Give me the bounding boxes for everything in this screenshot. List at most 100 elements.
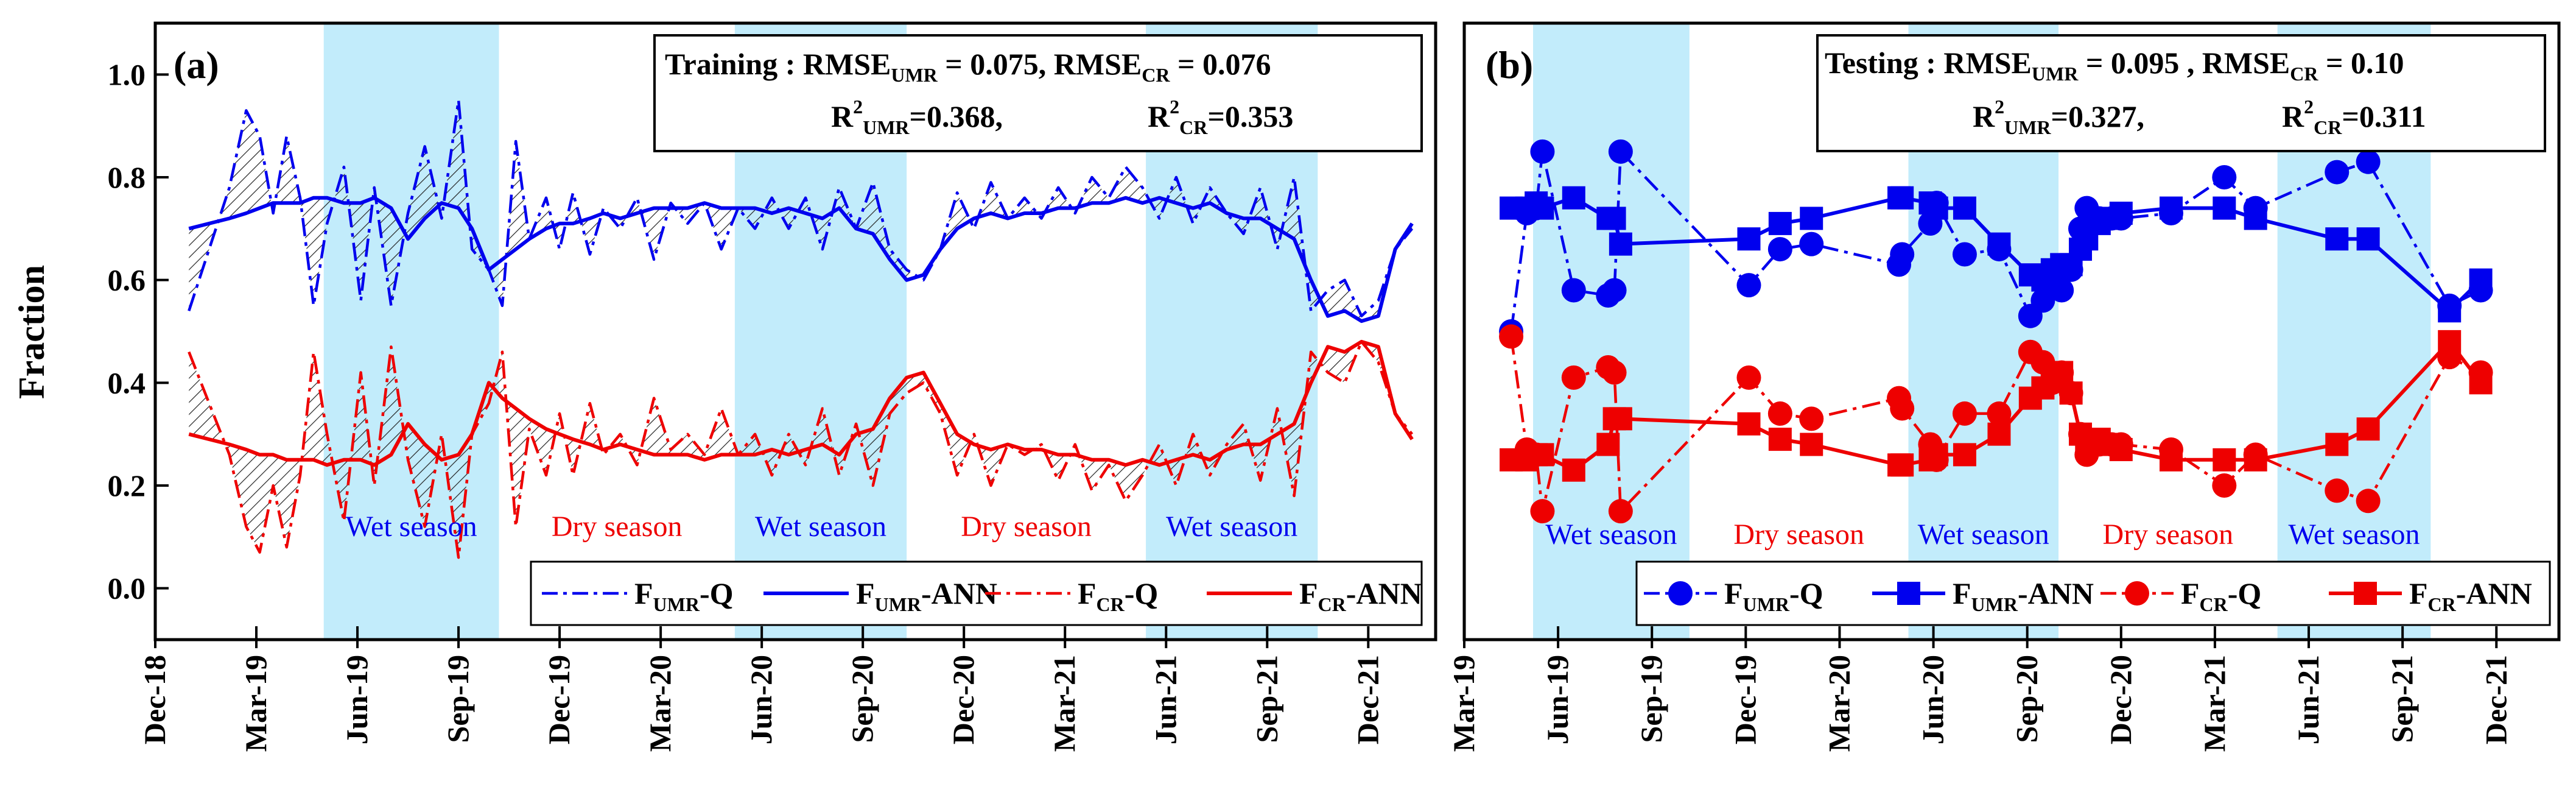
data-point-f-cr-ann xyxy=(1562,458,1585,482)
equals-sign: = xyxy=(2318,46,2351,80)
data-point-f-cr-ann xyxy=(2109,437,2133,461)
metrics-line-2b: R2CR=0.311 xyxy=(2282,96,2426,138)
data-point-f-umr-ann xyxy=(2244,207,2267,230)
panel-a-training: 0.0 0.2 0.4 0.6 0.8 1.0 Dec-18 Mar-19 Jun-19 Sep… xyxy=(108,21,1437,752)
data-point-f-umr-q xyxy=(1736,273,1761,298)
data-point-f-cr-q xyxy=(2212,473,2237,498)
data-point-f-cr-ann xyxy=(1737,412,1761,436)
data-point-f-cr-ann xyxy=(1890,453,1914,477)
legend-label-suffix: -ANN xyxy=(921,576,997,610)
data-point-f-cr-q xyxy=(1736,365,1761,390)
legend-label-main: F xyxy=(1078,576,1097,610)
data-point-f-cr-ann xyxy=(1596,433,1620,456)
data-point-f-cr-q xyxy=(1890,396,1915,421)
data-point-f-cr-q xyxy=(1987,401,2012,426)
data-point-f-umr-ann xyxy=(2325,227,2349,251)
data-point-f-umr-q xyxy=(1602,278,1627,303)
legend-label-f-umr-q: FUMR-Q xyxy=(1724,576,1823,615)
panel-label: (a) xyxy=(174,43,219,87)
r2-umr-value: 0.327 xyxy=(2068,99,2137,133)
r2-sub-cr: CR xyxy=(2314,116,2342,138)
data-point-f-cr-ann xyxy=(1953,443,1976,467)
data-point-f-cr-q xyxy=(1561,365,1586,390)
separator: , RMSE xyxy=(2179,46,2290,80)
data-point-f-umr-ann xyxy=(1768,211,1792,235)
legend-label-main: F xyxy=(2181,576,2200,610)
data-point-f-cr-ann xyxy=(1609,407,1632,431)
y-axis-label: Fraction xyxy=(12,265,52,399)
metrics-line-2b: R2CR=0.353 xyxy=(1148,96,1293,138)
data-point-f-umr-q xyxy=(1561,278,1586,303)
x-tick-label: Sep-20 xyxy=(845,655,879,743)
legend-label-f-umr-ann: FUMR-ANN xyxy=(856,576,997,615)
data-point-f-umr-ann xyxy=(1987,232,2011,256)
data-point-f-umr-ann xyxy=(1737,227,1761,251)
equals-sign: = xyxy=(2342,99,2359,133)
data-point-f-cr-ann xyxy=(2438,330,2462,353)
wet-season-label: Wet season xyxy=(346,510,477,543)
comma: , xyxy=(995,99,1003,133)
r2-cr-value: 0.311 xyxy=(2359,99,2426,133)
legend-label-subscript: CR xyxy=(1097,593,1125,615)
x-tick-label: Mar-20 xyxy=(1822,655,1856,752)
dry-season-label: Dry season xyxy=(1733,518,1864,551)
data-point-f-cr-q xyxy=(1499,324,1524,349)
rmse-umr-value: 0.095 xyxy=(2111,46,2180,80)
wet-season-band xyxy=(323,23,499,640)
data-point-f-cr-ann xyxy=(2356,417,2380,441)
data-point-f-umr-ann xyxy=(2213,196,2236,220)
data-point-f-umr-ann xyxy=(1925,196,1948,220)
y-axis-ticks: 0.0 0.2 0.4 0.6 0.8 1.0 xyxy=(108,57,169,606)
legend-label-f-cr-q: FCR-Q xyxy=(1078,576,1158,615)
metrics-line-1: Training : RMSEUMR = 0.075, RMSECR = 0.0… xyxy=(665,47,1271,86)
rmse-label: RMSE xyxy=(1943,46,2031,80)
dry-season-label: Dry season xyxy=(2103,518,2234,551)
x-tick-label: Sep-19 xyxy=(1634,655,1668,743)
x-tick-label: Jun-21 xyxy=(1148,655,1182,744)
data-point-f-cr-ann xyxy=(1800,433,1823,456)
legend-label-suffix: -Q xyxy=(1125,576,1159,610)
metrics-line-2: R2UMR=0.327, xyxy=(1973,96,2144,138)
x-tick-label: Mar-21 xyxy=(1047,655,1081,752)
legend-label-main: F xyxy=(634,576,653,610)
data-point-f-cr-q xyxy=(1530,499,1555,524)
r2-exp: 2 xyxy=(2304,96,2314,118)
data-point-f-umr-ann xyxy=(2159,196,2183,220)
data-point-f-cr-ann xyxy=(2059,381,2083,405)
legend-label-subscript: UMR xyxy=(653,593,700,615)
x-tick-label: Mar-20 xyxy=(643,655,677,752)
x-tick-label: Jun-20 xyxy=(744,655,778,744)
rmse-sub-umr: UMR xyxy=(2032,63,2079,85)
legend-label-subscript: CR xyxy=(1318,593,1347,615)
series-lines xyxy=(188,99,1414,559)
legend-label-suffix: -ANN xyxy=(2018,576,2094,610)
metrics-line-2: R2UMR=0.368, xyxy=(831,96,1003,138)
x-tick-label: Dec-21 xyxy=(1350,655,1385,744)
series-line-f-cr-q xyxy=(188,340,1414,559)
x-axis-ticks: Mar-19 Jun-19 Sep-19 Dec-19 Mar-20 Jun-20 Sep-… xyxy=(1447,626,2513,752)
data-point-f-umr-ann xyxy=(1562,186,1585,210)
separator: , RMSE xyxy=(1039,47,1142,81)
metrics-box: Testing : RMSEUMR = 0.095 , RMSECR = 0.1… xyxy=(1816,34,2546,152)
series-line-f-cr-ann xyxy=(188,339,1414,467)
legend-label-subscript: CR xyxy=(2200,593,2228,615)
legend-label-main: F xyxy=(2409,576,2428,610)
r2-label: R xyxy=(1973,99,1995,133)
x-tick-label: Jun-19 xyxy=(1540,655,1574,744)
plot-frame xyxy=(1462,21,2561,641)
series-markers xyxy=(1499,139,2493,524)
data-point-f-umr-ann xyxy=(2356,227,2380,251)
r2-umr-value: 0.368 xyxy=(927,99,995,133)
data-point-f-umr-ann xyxy=(2109,202,2133,225)
data-point-f-cr-ann xyxy=(1531,443,1554,467)
x-tick-label: Mar-19 xyxy=(1447,655,1481,752)
data-point-f-umr-q xyxy=(2325,160,2350,185)
data-point-f-cr-q xyxy=(1799,406,1824,431)
legend-label-main: F xyxy=(856,576,875,610)
data-point-f-umr-ann xyxy=(2438,299,2462,323)
data-point-f-cr-ann xyxy=(1925,443,1948,467)
wet-season-label: Wet season xyxy=(755,510,886,543)
r2-sub-cr: CR xyxy=(1179,116,1208,138)
season-labels: Wet season Dry season Wet season Dry season… xyxy=(1545,518,2420,551)
equals-sign: = xyxy=(910,99,927,133)
